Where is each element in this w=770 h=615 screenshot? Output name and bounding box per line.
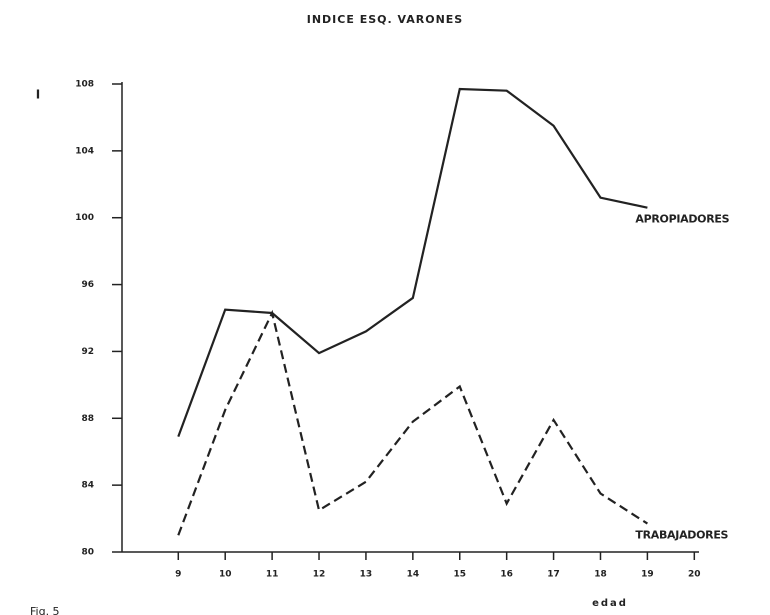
y-tick-label: 88 (81, 414, 94, 424)
series-line (177, 87, 648, 438)
caption: Fig. 5 (30, 605, 60, 615)
y-tick-label: 92 (81, 347, 94, 357)
series-label: TRABAJADORES (635, 529, 728, 542)
y-tick-label: 104 (75, 146, 94, 156)
y-tick-label: 100 (75, 213, 94, 223)
y-tick-label: 80 (81, 548, 94, 558)
x-tick-label: 20 (688, 570, 701, 580)
y-tick-label: 96 (81, 280, 94, 290)
x-axis-label: edad (592, 598, 628, 609)
x-tick-label: 19 (641, 570, 654, 580)
x-tick-label: 16 (500, 570, 513, 580)
x-tick-label: 13 (360, 570, 373, 580)
series-label: APROPIADORES (635, 213, 729, 226)
x-tick-label: 17 (547, 570, 560, 580)
y-tick-label: 108 (75, 80, 94, 90)
x-tick-label: 9 (175, 570, 181, 580)
x-tick-label: 15 (453, 570, 466, 580)
y-tick-label: 84 (81, 481, 94, 491)
x-tick-label: 10 (219, 570, 232, 580)
series-line (177, 309, 648, 536)
chart-title: INDICE ESQ. VARONES (307, 13, 463, 26)
x-tick-label: 12 (313, 570, 326, 580)
x-tick-label: 11 (266, 570, 279, 580)
x-tick-label: 14 (407, 570, 420, 580)
y-axis-label: I (36, 88, 40, 102)
x-tick-label: 18 (594, 570, 607, 580)
